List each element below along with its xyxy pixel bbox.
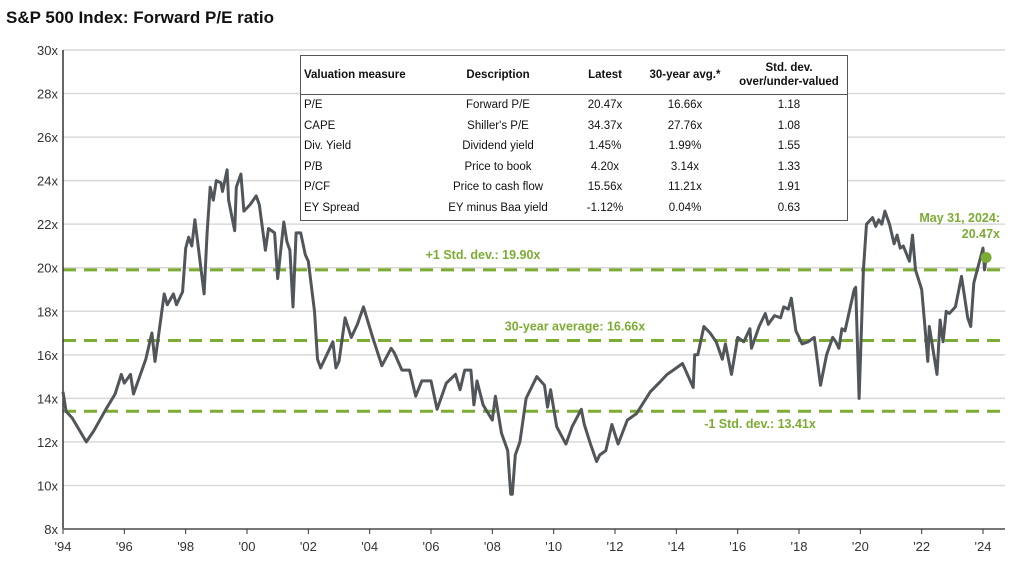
cell-description: Dividend yield bbox=[462, 140, 534, 153]
y-tick-label: 8x bbox=[44, 522, 58, 537]
cell-avg: 27.76x bbox=[667, 119, 703, 132]
x-tick-label: '20 bbox=[852, 539, 869, 554]
cell-latest: 20.47x bbox=[587, 99, 623, 112]
y-tick-label: 28x bbox=[37, 87, 58, 102]
latest-point-marker bbox=[980, 251, 992, 263]
cell-std-dev: 1.33 bbox=[777, 160, 801, 173]
cell-std-dev: 1.91 bbox=[777, 181, 801, 194]
cell-measure: P/B bbox=[304, 160, 323, 173]
x-tick-label: '02 bbox=[300, 539, 317, 554]
table-row: CAPE Shiller's P/E 34.37x 27.76x 1.08 bbox=[301, 116, 847, 137]
y-tick-label: 22x bbox=[37, 217, 58, 232]
cell-latest: 15.56x bbox=[587, 181, 623, 194]
table-row: P/E Forward P/E 20.47x 16.66x 1.18 bbox=[301, 95, 847, 116]
table-row: Div. Yield Dividend yield 1.45% 1.99% 1.55 bbox=[301, 136, 847, 157]
valuation-table: Valuation measure Description Latest 30-… bbox=[300, 55, 848, 221]
reference-line-label: 30-year average: 16.66x bbox=[505, 319, 645, 333]
cell-avg: 16.66x bbox=[667, 99, 703, 112]
header-description: Description bbox=[425, 56, 571, 95]
cell-latest: 1.45% bbox=[588, 140, 622, 153]
cell-std-dev: 0.63 bbox=[777, 201, 801, 214]
y-tick-label: 24x bbox=[37, 174, 58, 189]
reference-line-label: +1 Std. dev.: 19.90x bbox=[426, 248, 541, 262]
cell-measure: EY Spread bbox=[304, 201, 360, 214]
series-line-forward-pe bbox=[61, 168, 988, 496]
cell-description: Price to cash flow bbox=[452, 181, 544, 194]
cell-latest: 4.20x bbox=[590, 160, 620, 173]
cell-description: Forward P/E bbox=[466, 99, 530, 112]
cell-std-dev: 1.08 bbox=[777, 119, 801, 132]
cell-avg: 0.04% bbox=[668, 201, 702, 214]
y-tick-label: 10x bbox=[37, 478, 58, 493]
cell-description: Price to book bbox=[464, 160, 532, 173]
cell-measure: Div. Yield bbox=[304, 140, 352, 153]
x-tick-label: '16 bbox=[729, 539, 746, 554]
x-tick-label: '06 bbox=[423, 539, 440, 554]
table-row: EY Spread EY minus Baa yield -1.12% 0.04% 0.… bbox=[301, 198, 847, 219]
y-tick-label: 18x bbox=[37, 304, 58, 319]
cell-measure: CAPE bbox=[304, 119, 336, 132]
cell-description: Shiller's P/E bbox=[467, 119, 529, 132]
cell-description: EY minus Baa yield bbox=[448, 201, 548, 214]
x-tick-label: '14 bbox=[668, 539, 685, 554]
cell-measure: P/CF bbox=[304, 181, 331, 194]
x-tick-label: '00 bbox=[239, 539, 256, 554]
cell-avg: 11.21x bbox=[668, 181, 702, 194]
header-valuation-measure: Valuation measure bbox=[301, 56, 425, 95]
cell-latest: -1.12% bbox=[586, 201, 624, 214]
x-tick-label: '22 bbox=[913, 539, 930, 554]
x-tick-label: '98 bbox=[177, 539, 194, 554]
x-tick-label: '18 bbox=[791, 539, 808, 554]
cell-std-dev: 1.55 bbox=[777, 140, 801, 153]
x-tick-label: '96 bbox=[116, 539, 133, 554]
latest-point-value: 20.47x bbox=[962, 227, 1000, 241]
y-tick-label: 12x bbox=[37, 435, 58, 450]
chart-title: S&P 500 Index: Forward P/E ratio bbox=[6, 8, 274, 27]
y-tick-label: 14x bbox=[37, 391, 58, 406]
header-std-dev: Std. dev. over/under-valued bbox=[731, 56, 847, 95]
x-tick-label: '08 bbox=[484, 539, 501, 554]
cell-measure: P/E bbox=[304, 99, 323, 112]
x-tick-label: '04 bbox=[361, 539, 378, 554]
cell-std-dev: 1.18 bbox=[777, 99, 801, 112]
table-row: P/B Price to book 4.20x 3.14x 1.33 bbox=[301, 157, 847, 178]
reference-line-label: -1 Std. dev.: 13.41x bbox=[704, 417, 816, 431]
cell-latest: 34.37x bbox=[587, 119, 623, 132]
y-tick-label: 16x bbox=[37, 348, 58, 363]
table-row: P/CF Price to cash flow 15.56x 11.21x 1.91 bbox=[301, 177, 847, 198]
x-tick-label: '12 bbox=[607, 539, 624, 554]
cell-avg: 3.14x bbox=[670, 160, 700, 173]
latest-point-date: May 31, 2024: bbox=[919, 211, 1000, 225]
x-tick-label: '94 bbox=[55, 539, 72, 554]
header-30yr-avg: 30-year avg.* bbox=[639, 56, 731, 95]
x-tick-label: '24 bbox=[975, 539, 992, 554]
y-tick-label: 20x bbox=[37, 261, 58, 276]
table-header-row: Valuation measure Description Latest 30-… bbox=[301, 56, 847, 95]
x-tick-label: '10 bbox=[545, 539, 562, 554]
cell-avg: 1.99% bbox=[668, 140, 702, 153]
header-latest: Latest bbox=[571, 56, 639, 95]
y-tick-label: 30x bbox=[37, 43, 58, 58]
y-tick-label: 26x bbox=[37, 130, 58, 145]
header-std-dev-line1: Std. dev. bbox=[765, 62, 813, 74]
header-std-dev-line2: over/under-valued bbox=[739, 76, 839, 88]
